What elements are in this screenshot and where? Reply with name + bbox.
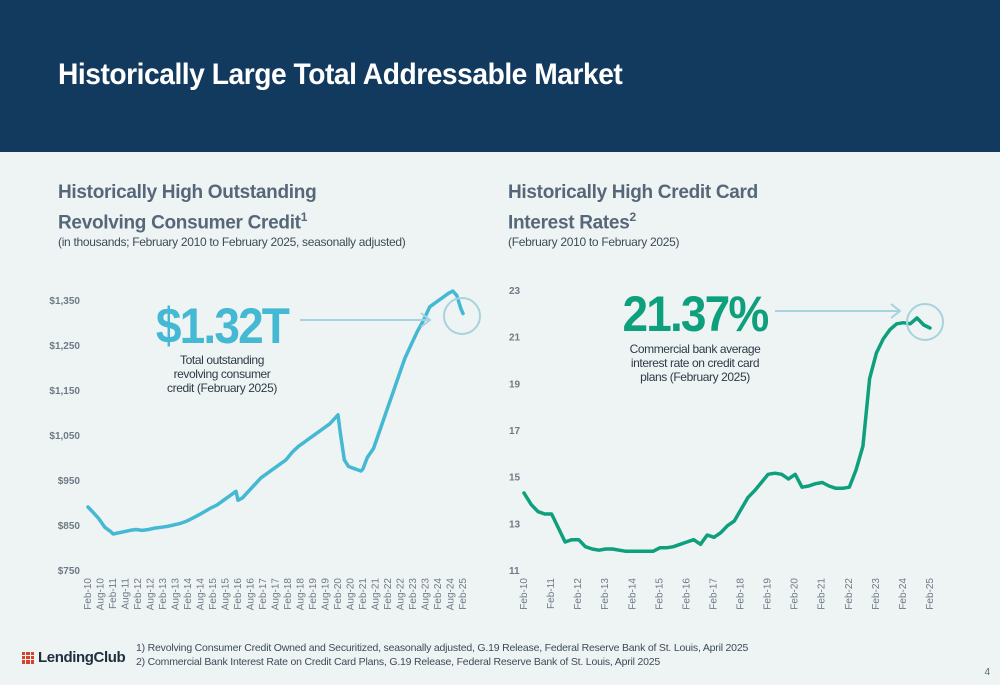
left-chart-title-footnote: 1 [300, 210, 308, 224]
footnotes: 1) Revolving Consumer Credit Owned and S… [136, 641, 748, 669]
callout-label-line: revolving consumer [174, 367, 271, 381]
footnote-2: 2) Commercial Bank Interest Rate on Cred… [136, 656, 661, 668]
x-tick-label: Aug-17 [271, 578, 282, 611]
x-tick-label: Feb-18 [736, 578, 747, 610]
x-tick-label: Feb-24 [898, 578, 909, 610]
x-tick-label: Feb-21 [358, 578, 369, 610]
x-tick-label: Aug-20 [346, 578, 357, 611]
callout-arrowhead [890, 303, 902, 319]
x-tick-label: Feb-22 [383, 578, 394, 610]
x-tick-label: Feb-21 [817, 578, 828, 610]
x-tick-label: Feb-24 [433, 578, 444, 610]
x-tick-label: Aug-21 [371, 578, 382, 611]
x-tick-label: Feb-20 [333, 578, 344, 610]
x-tick-label: Aug-18 [296, 578, 307, 611]
footnote-1: 1) Revolving Consumer Credit Owned and S… [136, 642, 749, 654]
right-chart-title: Historically High Credit Card Interest R… [508, 180, 758, 235]
x-tick-label: Feb-23 [871, 578, 882, 610]
x-tick-label: Feb-23 [408, 578, 419, 610]
x-tick-label: Aug-22 [396, 578, 407, 611]
callout-value: $1.32T [156, 299, 290, 354]
x-tick-label: Feb-12 [133, 578, 144, 610]
callout-value: 21.37% [623, 287, 769, 342]
y-tick-label: $1,150 [49, 386, 80, 397]
x-tick-label: Feb-17 [258, 578, 269, 610]
header-banner: Historically Large Total Addressable Mar… [0, 0, 1000, 152]
y-tick-label: $750 [58, 566, 81, 577]
x-tick-label: Feb-11 [546, 578, 557, 609]
left-chart-title-line2: Revolving Consumer Credit [58, 212, 301, 234]
y-tick-label: 21 [509, 333, 521, 344]
x-tick-label: Aug-11 [121, 578, 132, 610]
left-chart-subtitle: (in thousands; February 2010 to February… [58, 235, 406, 249]
x-tick-label: Feb-19 [308, 578, 319, 610]
right-chart-subtitle: (February 2010 to February 2025) [508, 235, 680, 249]
x-tick-label: Feb-20 [790, 578, 801, 610]
y-tick-label: 23 [509, 286, 521, 297]
y-tick-label: 15 [509, 473, 521, 484]
y-tick-label: $1,350 [49, 296, 80, 307]
x-tick-label: Feb-10 [83, 578, 94, 610]
callout-arrowhead [420, 312, 432, 328]
x-tick-label: Aug-24 [446, 578, 457, 611]
y-tick-label: 13 [509, 519, 521, 530]
x-tick-label: Aug-10 [96, 578, 107, 611]
lendingclub-logo-icon [22, 651, 34, 664]
callout-label-line: plans (February 2025) [640, 370, 750, 384]
y-tick-label: 19 [509, 379, 521, 390]
y-tick-label: $1,250 [49, 341, 80, 352]
x-tick-label: Aug-23 [421, 578, 432, 611]
x-tick-label: Feb-14 [627, 578, 638, 610]
callout-label-line: Commercial bank average [630, 342, 762, 356]
x-tick-label: Aug-14 [196, 578, 207, 611]
x-tick-label: Aug-16 [246, 578, 257, 611]
x-tick-label: Feb-15 [208, 578, 219, 610]
x-tick-label: Feb-13 [158, 578, 169, 610]
x-tick-label: Aug-15 [221, 578, 232, 611]
x-tick-label: Aug-13 [171, 578, 182, 611]
y-tick-label: $1,050 [49, 431, 80, 442]
x-tick-label: Feb-14 [183, 578, 194, 610]
callout-label-line: credit (February 2025) [167, 381, 277, 395]
left-chart-title: Historically High Outstanding Revolving … [58, 180, 317, 235]
x-tick-label: Feb-10 [519, 578, 530, 610]
x-tick-label: Feb-25 [925, 578, 936, 610]
page-number: 4 [984, 667, 990, 678]
x-tick-label: Feb-16 [681, 578, 692, 610]
series-line [522, 316, 932, 554]
left-chart: $1,350$1,250$1,150$1,050$950$850$750Feb-… [49, 289, 481, 611]
x-tick-label: Feb-12 [573, 578, 584, 610]
x-tick-label: Feb-17 [708, 578, 719, 610]
x-tick-label: Aug-12 [146, 578, 157, 611]
right-chart-title-line2: Interest Rates [508, 212, 630, 234]
callout-label-line: Total outstanding [180, 353, 264, 367]
x-tick-label: Feb-18 [283, 578, 294, 610]
x-tick-label: Aug-19 [321, 578, 332, 611]
right-chart-title-footnote: 2 [629, 210, 636, 224]
x-tick-label: Feb-11 [108, 578, 119, 609]
right-chart-title-line1: Historically High Credit Card [508, 182, 758, 203]
y-tick-label: 11 [509, 566, 520, 577]
series-line [86, 289, 465, 536]
lendingclub-logo: LendingClub [22, 649, 126, 666]
y-tick-label: $850 [58, 521, 81, 532]
x-tick-label: Feb-16 [233, 578, 244, 610]
y-tick-label: $950 [58, 476, 81, 487]
y-tick-label: 17 [509, 426, 521, 437]
x-tick-label: Feb-13 [600, 578, 611, 610]
left-chart-title-line1: Historically High Outstanding [58, 182, 317, 203]
highlight-circle [906, 303, 944, 341]
x-tick-label: Feb-15 [654, 578, 665, 610]
x-tick-label: Feb-19 [763, 578, 774, 610]
page-title: Historically Large Total Addressable Mar… [58, 58, 623, 91]
callout-label-line: interest rate on credit card [631, 356, 759, 370]
x-tick-label: Feb-22 [844, 578, 855, 610]
highlight-circle [443, 297, 481, 335]
x-tick-label: Feb-25 [458, 578, 469, 610]
brand-name: LendingClub [38, 649, 126, 666]
